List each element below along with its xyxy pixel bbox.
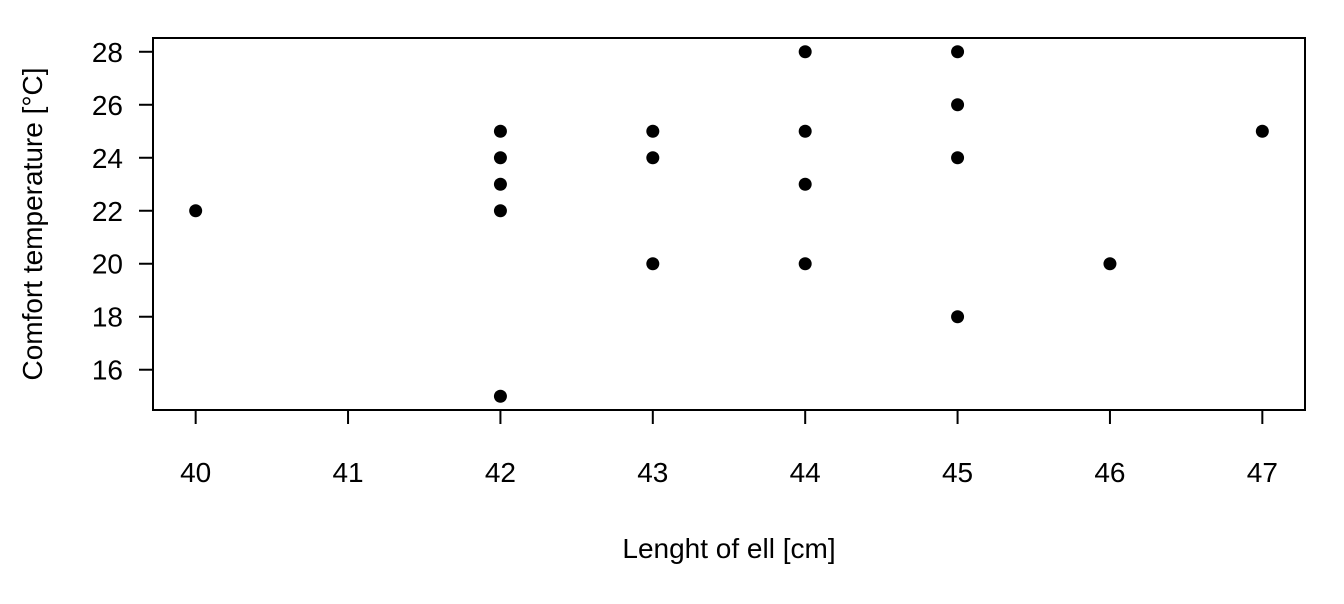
x-tick-label: 46 [1094,457,1125,488]
x-tick-label: 40 [180,457,211,488]
y-axis: 16 18 20 22 24 26 28 [92,37,154,386]
data-point [951,151,965,165]
data-point [493,151,507,165]
data-point [951,98,965,112]
x-tick-label: 43 [637,457,668,488]
data-point [493,124,507,138]
data-point [646,257,660,271]
data-point [798,45,812,59]
data-point [1255,124,1269,138]
y-tick-label: 26 [92,90,123,121]
x-axis: 40 41 42 43 44 45 46 47 [180,409,1278,488]
data-points [189,45,1269,403]
data-point [493,204,507,218]
data-point [798,257,812,271]
data-point [951,45,965,59]
x-tick-label: 41 [332,457,363,488]
data-point [646,151,660,165]
x-tick-label: 47 [1247,457,1278,488]
x-axis-label: Lenght of ell [cm] [622,533,835,564]
y-tick-label: 16 [92,355,123,386]
y-tick-label: 22 [92,196,123,227]
y-tick-label: 28 [92,37,123,68]
x-tick-label: 44 [790,457,821,488]
data-point [646,124,660,138]
data-point [798,177,812,191]
x-tick-label: 45 [942,457,973,488]
data-point [493,177,507,191]
data-point [1103,257,1117,271]
x-tick-label: 42 [485,457,516,488]
data-point [798,124,812,138]
y-tick-label: 18 [92,302,123,333]
data-point [189,204,203,218]
y-tick-label: 20 [92,249,123,280]
data-point [951,310,965,324]
y-tick-label: 24 [92,143,123,174]
plot-frame [152,37,1306,411]
y-axis-label: Comfort temperature [°C] [17,67,48,380]
data-point [493,389,507,403]
